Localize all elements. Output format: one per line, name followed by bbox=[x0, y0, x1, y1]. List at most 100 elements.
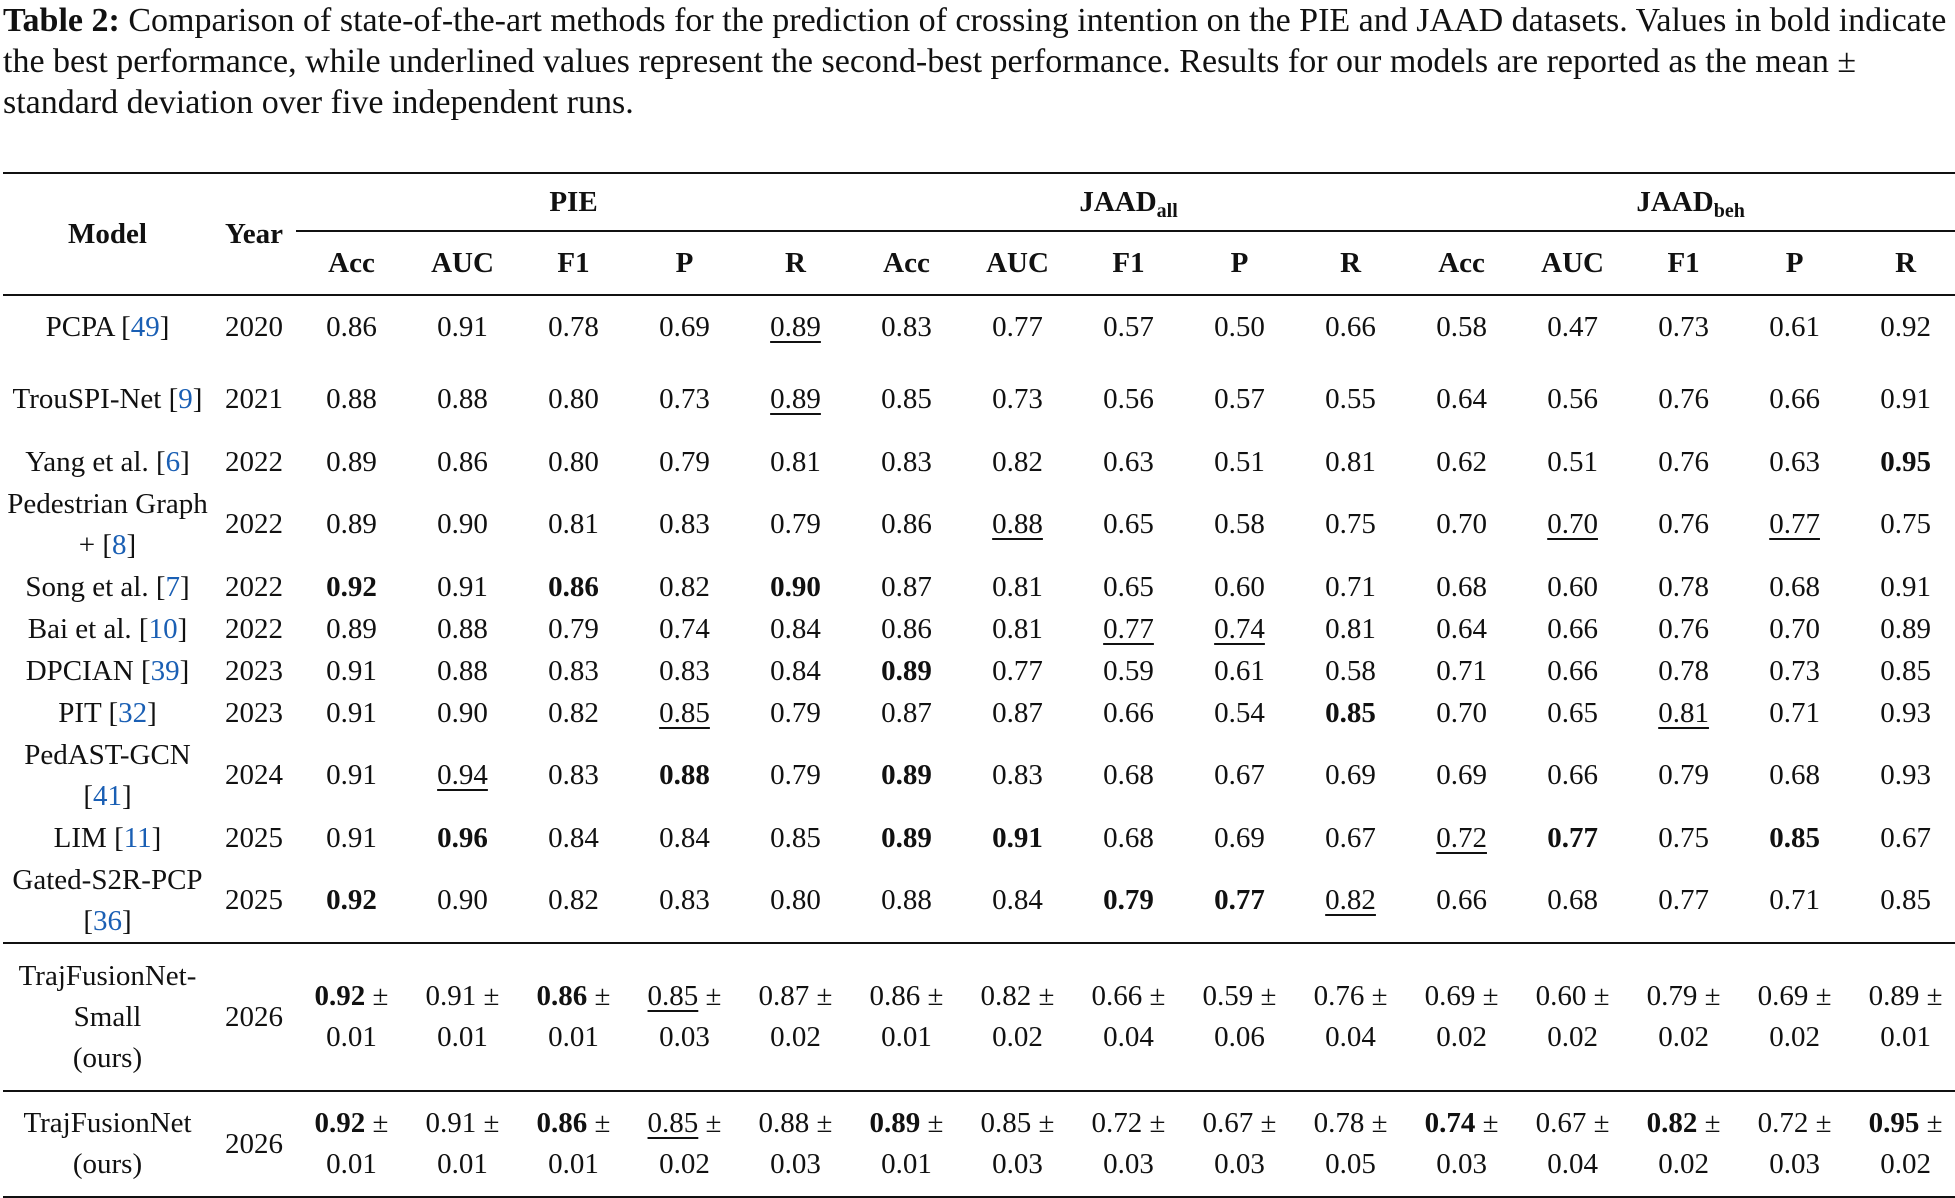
value-cell: 0.88 bbox=[437, 383, 488, 415]
value-cell: 0.89 ±0.01 bbox=[1850, 942, 1955, 1091]
value-cell: 0.66 bbox=[1547, 612, 1598, 645]
value-cell: 0.92 ±0.01 bbox=[296, 1090, 407, 1198]
value-cell: 0.51 bbox=[1547, 445, 1598, 478]
value-cell: 0.91 bbox=[992, 821, 1043, 854]
value-cell: 0.76 bbox=[1658, 508, 1709, 540]
year-cell: 2022 bbox=[225, 570, 283, 603]
value-cell: 0.70 bbox=[1547, 508, 1598, 540]
value-cell: 0.69 bbox=[1325, 759, 1376, 791]
header-metric-p: P bbox=[1785, 246, 1804, 279]
value-cell: 0.69 ±0.02 bbox=[1739, 942, 1851, 1091]
value-cell: 0.74 bbox=[659, 612, 710, 645]
year-cell: 2020 bbox=[212, 294, 296, 358]
value-cell: 0.92 bbox=[326, 570, 377, 603]
value-cell: 0.64 bbox=[1436, 612, 1487, 645]
value-cell: 0.60 ±0.02 bbox=[1517, 942, 1629, 1091]
value-cell: 0.87 bbox=[881, 570, 932, 603]
value-cell: 0.84 bbox=[992, 884, 1043, 916]
value-cell: 0.66 bbox=[1547, 654, 1598, 687]
value-cell: 0.82 bbox=[992, 445, 1043, 478]
value-cell: 0.68 bbox=[1103, 759, 1154, 791]
value-cell: 0.86 bbox=[296, 294, 407, 358]
header-metric-p: P bbox=[675, 246, 694, 279]
value-cell: 0.91 bbox=[1880, 570, 1931, 603]
value-cell: 0.83 bbox=[659, 508, 710, 540]
table-caption: Table 2: Comparison of state-of-the-art … bbox=[3, 0, 1951, 123]
value-cell: 0.65 bbox=[1103, 508, 1154, 540]
value-cell: 0.90 bbox=[437, 884, 488, 916]
year-cell: 2025 bbox=[225, 821, 283, 854]
value-cell: 0.89 ±0.01 bbox=[851, 1090, 963, 1198]
header-metric-r: R bbox=[1895, 246, 1917, 279]
table-row: PIT [32] 2023 0.91 0.90 0.82 0.85 0.79 0.87 0.87… bbox=[3, 692, 1955, 734]
citation-link[interactable]: [6] bbox=[155, 445, 190, 478]
value-cell: 0.79 bbox=[770, 508, 821, 540]
value-cell: 0.93 bbox=[1880, 759, 1931, 791]
table-body: PCPA [49] 2020 0.86 0.91 0.78 0.69 0.89 0.83 0.7… bbox=[3, 294, 1955, 1198]
citation-link[interactable]: [36] bbox=[83, 904, 132, 937]
value-cell: 0.88 ±0.03 bbox=[740, 1090, 852, 1198]
value-cell: 0.55 bbox=[1325, 383, 1376, 415]
citation-link[interactable]: [32] bbox=[108, 696, 157, 729]
value-cell: 0.69 bbox=[1214, 821, 1265, 854]
value-cell: 0.59 ±0.06 bbox=[1184, 942, 1296, 1091]
value-cell: 0.85 bbox=[770, 821, 821, 854]
value-cell: 0.76 bbox=[1658, 612, 1709, 645]
value-cell: 0.54 bbox=[1214, 696, 1265, 729]
table-row: Bai et al. [10] 2022 0.89 0.88 0.79 0.74 0.84 0… bbox=[3, 608, 1955, 650]
value-cell: 0.79 bbox=[770, 759, 821, 791]
value-cell: 0.81 bbox=[1325, 612, 1376, 645]
value-cell: 0.95 ±0.02 bbox=[1850, 1090, 1955, 1198]
value-cell: 0.88 bbox=[437, 654, 488, 687]
value-cell: 0.78 bbox=[1658, 654, 1709, 687]
value-cell: 0.91 bbox=[326, 654, 377, 687]
value-cell: 0.95 bbox=[1880, 445, 1931, 478]
citation-link[interactable]: [11] bbox=[114, 821, 162, 854]
value-cell: 0.89 bbox=[326, 508, 377, 540]
citation-link[interactable]: [10] bbox=[138, 612, 188, 645]
value-cell: 0.72 ±0.03 bbox=[1739, 1090, 1851, 1198]
value-cell: 0.66 bbox=[1295, 294, 1407, 358]
year-cell: 2022 bbox=[225, 445, 283, 478]
year-cell: 2021 bbox=[225, 383, 283, 415]
value-cell: 0.72 ±0.03 bbox=[1073, 1090, 1185, 1198]
value-cell: 0.73 bbox=[659, 383, 710, 415]
value-cell: 0.71 bbox=[1769, 696, 1820, 729]
value-cell: 0.76 ±0.04 bbox=[1295, 942, 1407, 1091]
header-group-jaad-all: JAADall bbox=[851, 172, 1407, 232]
citation-link[interactable]: [9] bbox=[168, 383, 203, 415]
header-metric-f1: F1 bbox=[1667, 246, 1700, 279]
value-cell: 0.77 bbox=[1103, 612, 1154, 645]
value-cell: 0.82 bbox=[548, 884, 599, 916]
value-cell: 0.84 bbox=[770, 654, 821, 687]
value-cell: 0.96 bbox=[437, 821, 488, 854]
value-cell: 0.51 bbox=[1214, 445, 1265, 478]
value-cell: 0.78 bbox=[518, 294, 629, 358]
value-cell: 0.78 ±0.05 bbox=[1295, 1090, 1407, 1198]
value-cell: 0.63 bbox=[1769, 445, 1820, 478]
model-name: PCPA [49] bbox=[3, 294, 212, 358]
citation-link[interactable]: [7] bbox=[155, 570, 190, 603]
value-cell: 0.85 ±0.03 bbox=[962, 1090, 1074, 1198]
value-cell: 0.76 bbox=[1658, 383, 1709, 415]
value-cell: 0.68 bbox=[1547, 884, 1598, 916]
value-cell: 0.67 bbox=[1325, 821, 1376, 854]
value-cell: 0.80 bbox=[548, 445, 599, 478]
year-cell: 2022 bbox=[225, 508, 283, 540]
value-cell: 0.58 bbox=[1325, 654, 1376, 687]
year-cell: 2025 bbox=[225, 884, 283, 916]
value-cell: 0.75 bbox=[1880, 508, 1931, 540]
value-cell: 0.71 bbox=[1325, 570, 1376, 603]
citation-link[interactable]: [39] bbox=[140, 654, 190, 687]
value-cell: 0.66 bbox=[1547, 759, 1598, 791]
value-cell: 0.66 bbox=[1436, 884, 1487, 916]
value-cell: 0.85 bbox=[1325, 696, 1376, 729]
citation-link[interactable]: [41] bbox=[83, 779, 132, 812]
value-cell: 0.47 bbox=[1517, 294, 1629, 358]
header-metric-auc: AUC bbox=[986, 246, 1049, 279]
value-cell: 0.77 bbox=[962, 294, 1074, 358]
citation-link[interactable]: [8] bbox=[102, 528, 137, 561]
citation-link[interactable]: [49] bbox=[121, 310, 170, 343]
value-cell: 0.77 bbox=[1214, 884, 1265, 916]
value-cell: 0.85 bbox=[1769, 821, 1820, 854]
